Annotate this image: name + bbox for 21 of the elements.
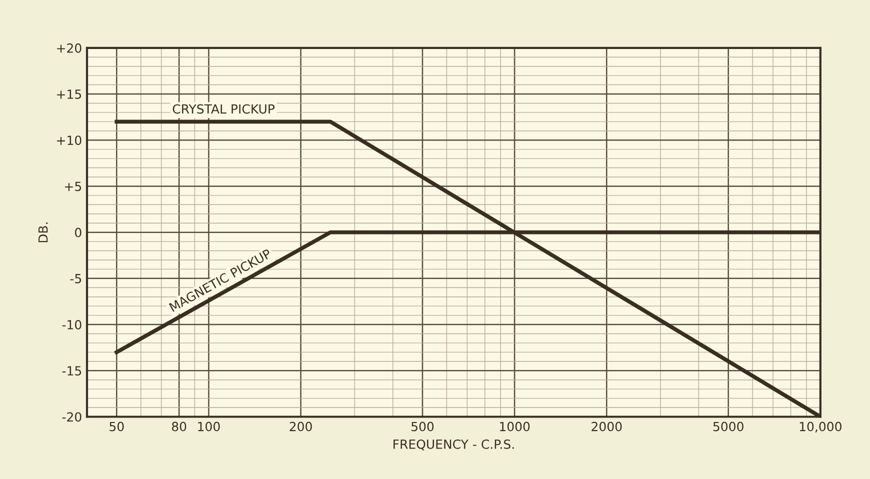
y-axis-title: DB.: [38, 222, 48, 242]
y-tick-label: +20: [57, 43, 82, 53]
y-tick-label: -15: [62, 366, 82, 376]
x-tick-label: 10,000: [800, 422, 842, 433]
y-tick-label: -5: [70, 274, 82, 284]
y-tick-label: -20: [62, 412, 82, 422]
series-label: CRYSTAL PICKUP: [172, 104, 275, 114]
x-tick-label: 5000: [713, 422, 744, 432]
x-tick-label: 200: [290, 422, 312, 432]
x-axis-title: FREQUENCY - C.P.S.: [394, 439, 514, 450]
x-tick-label: 1000: [500, 422, 530, 432]
y-tick-label: 0: [75, 228, 82, 238]
y-tick-label: +15: [57, 90, 82, 99]
y-tick-label: +5: [65, 182, 82, 192]
x-tick-label: 80: [172, 422, 186, 432]
x-tick-label: 100: [198, 422, 220, 432]
y-tick-label: +10: [57, 136, 82, 146]
x-tick-label: 50: [110, 422, 124, 432]
x-tick-label: 2000: [592, 422, 622, 432]
x-tick-label: 500: [412, 422, 434, 432]
y-tick-label: -10: [62, 320, 82, 330]
